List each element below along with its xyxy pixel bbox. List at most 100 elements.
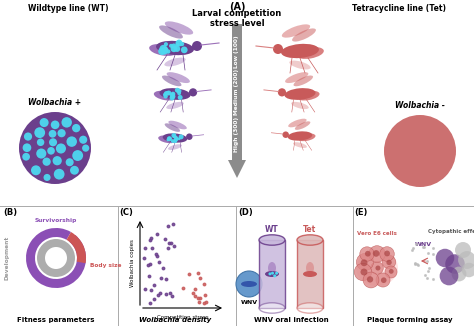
Text: Development: Development (5, 236, 10, 280)
Ellipse shape (166, 102, 184, 109)
Circle shape (37, 139, 45, 146)
Circle shape (164, 92, 168, 96)
Circle shape (176, 89, 182, 94)
Circle shape (178, 137, 181, 140)
Circle shape (174, 46, 180, 52)
Circle shape (363, 272, 379, 288)
Circle shape (49, 138, 57, 146)
Circle shape (436, 249, 454, 267)
Circle shape (375, 265, 381, 271)
Circle shape (36, 149, 46, 158)
Circle shape (178, 95, 182, 100)
Circle shape (164, 94, 168, 98)
Circle shape (174, 137, 178, 141)
Circle shape (70, 166, 79, 175)
Circle shape (189, 88, 197, 96)
Circle shape (175, 88, 180, 93)
Circle shape (57, 129, 66, 137)
Circle shape (360, 247, 374, 261)
Ellipse shape (156, 41, 194, 55)
Circle shape (175, 137, 178, 140)
Circle shape (283, 131, 289, 138)
Circle shape (53, 156, 62, 165)
Circle shape (171, 45, 177, 52)
Circle shape (164, 91, 168, 95)
Circle shape (367, 276, 373, 283)
Circle shape (164, 42, 168, 46)
Text: (C): (C) (119, 208, 133, 217)
Circle shape (49, 130, 56, 138)
Circle shape (172, 133, 176, 138)
Text: Vero E6 cells: Vero E6 cells (357, 231, 397, 236)
Circle shape (170, 93, 174, 97)
Wedge shape (66, 232, 86, 263)
Ellipse shape (268, 262, 276, 274)
Text: Competition stress: Competition stress (157, 315, 208, 320)
Circle shape (382, 255, 396, 269)
Text: Cytopathic effect: Cytopathic effect (428, 229, 474, 234)
Circle shape (34, 127, 45, 138)
Circle shape (167, 137, 171, 141)
Circle shape (354, 263, 372, 281)
Circle shape (458, 251, 474, 269)
Ellipse shape (163, 133, 187, 143)
Circle shape (31, 165, 41, 175)
Ellipse shape (167, 72, 190, 83)
Ellipse shape (154, 91, 176, 100)
Circle shape (159, 45, 167, 53)
Circle shape (175, 43, 180, 47)
Circle shape (386, 260, 392, 265)
Circle shape (278, 88, 286, 96)
Circle shape (82, 144, 89, 152)
Ellipse shape (159, 25, 183, 38)
Ellipse shape (298, 133, 316, 141)
Circle shape (384, 115, 456, 187)
Ellipse shape (293, 76, 313, 86)
Text: Plaque forming assay: Plaque forming assay (367, 317, 453, 323)
Text: WNV: WNV (414, 242, 431, 247)
Text: Wolbachia -: Wolbachia - (395, 101, 445, 110)
Ellipse shape (293, 142, 307, 148)
Circle shape (171, 92, 175, 96)
Circle shape (165, 91, 170, 95)
Circle shape (166, 49, 171, 54)
Text: Tetracycline line (Tet): Tetracycline line (Tet) (352, 4, 446, 13)
Ellipse shape (292, 28, 316, 42)
Ellipse shape (289, 61, 310, 69)
FancyBboxPatch shape (259, 240, 285, 308)
Circle shape (273, 274, 276, 277)
Text: (B): (B) (3, 208, 17, 217)
Circle shape (455, 242, 471, 258)
Circle shape (167, 136, 172, 141)
Circle shape (445, 254, 465, 274)
Text: Fitness parameters: Fitness parameters (17, 317, 95, 323)
Circle shape (163, 47, 168, 52)
Ellipse shape (164, 123, 180, 132)
Ellipse shape (297, 91, 319, 100)
Circle shape (56, 143, 66, 154)
Circle shape (384, 250, 390, 256)
Circle shape (440, 267, 458, 285)
Circle shape (275, 272, 278, 275)
Circle shape (24, 132, 32, 141)
Circle shape (361, 259, 367, 266)
Text: Low (100): Low (100) (235, 36, 239, 68)
Circle shape (19, 112, 91, 184)
Circle shape (169, 44, 173, 48)
Circle shape (171, 43, 176, 49)
Ellipse shape (297, 303, 323, 313)
Text: Wolbachia +: Wolbachia + (28, 98, 82, 107)
Circle shape (47, 147, 55, 155)
Circle shape (271, 272, 274, 275)
Text: (D): (D) (238, 208, 253, 217)
Circle shape (361, 269, 367, 275)
Text: Larval competition
stress level: Larval competition stress level (192, 9, 282, 28)
Ellipse shape (295, 121, 310, 130)
Circle shape (380, 247, 394, 261)
Ellipse shape (356, 250, 398, 286)
Ellipse shape (162, 76, 182, 86)
Circle shape (166, 91, 171, 96)
Ellipse shape (259, 303, 285, 313)
Ellipse shape (149, 44, 177, 56)
Circle shape (179, 134, 183, 139)
